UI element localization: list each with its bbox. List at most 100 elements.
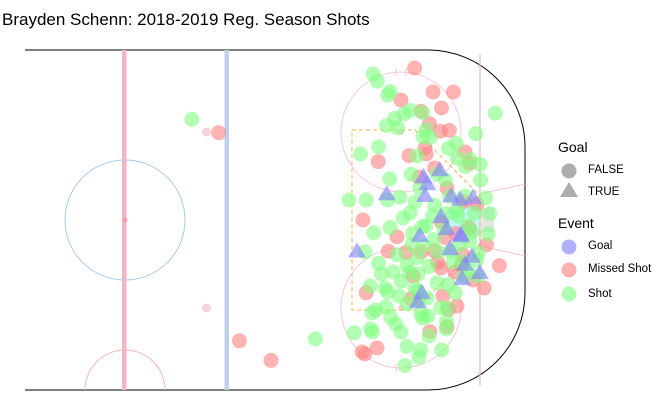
goal-point [470,263,489,280]
legend-title-goal: Goal [558,139,588,155]
goal-point [453,269,472,286]
shot-point [392,189,408,205]
goal-point [410,226,429,242]
missed-shot-point [491,258,507,274]
shot-point [364,324,380,340]
goal-point [452,227,470,243]
neutral-dot-top [202,127,211,137]
shot-point [409,250,425,266]
shot-point [385,264,401,280]
shot-point [415,129,431,145]
shot-point [389,247,405,263]
blue-line [224,50,229,390]
shot-point [402,102,418,118]
shot-point [411,349,427,365]
goal-point [437,219,456,236]
shot-point [362,278,378,294]
shot-point [358,192,374,208]
legend-key-false [561,163,577,179]
neutral-dot-bottom [202,303,211,313]
goal-point [450,190,469,206]
shot-point [487,105,503,121]
legend-label-true: TRUE [588,186,620,198]
shot-point [409,148,425,164]
neutral-faceoff-arc [84,349,166,391]
missed-shot-point [433,260,449,276]
shot-point [371,255,387,271]
shot-point [445,254,461,270]
shot-point [353,146,369,162]
shot-point [393,324,409,340]
missed-shot-point [263,352,279,368]
goal-point [377,185,396,201]
points-layer [184,60,507,374]
missed-shot-point [393,92,409,108]
missed-shot-point [355,212,371,228]
shot-point [390,120,406,136]
missed-shot-point [211,125,227,141]
goal-point [464,188,482,204]
shot-point [383,309,399,325]
goal-point [432,207,450,224]
shot-point [395,210,411,226]
center-circle [64,159,186,281]
goal-point [408,293,427,309]
shot-point [468,126,484,142]
legend-label-missed-shot: Missed Shot [588,263,652,275]
missed-shot-point [476,280,492,296]
shot-point [377,280,393,296]
missed-shot-point [370,154,386,170]
goal-point [416,186,434,202]
shot-point [430,244,446,260]
goal-point [462,247,481,263]
shot-point [371,139,387,155]
goal-point [441,239,460,256]
goal-point [456,255,474,271]
goal-point [414,167,433,184]
legend [560,163,578,302]
shot-point [397,358,413,374]
shot-point [449,150,465,166]
shot-point [426,232,442,248]
shot-point [379,118,395,134]
shot-point [382,220,398,236]
chart-title: Brayden Schenn: 2018-2019 Reg. Season Sh… [2,10,370,29]
goal-point [348,242,366,258]
shot-point [413,306,429,322]
missed-shot-point [441,122,457,138]
shot-point [478,190,494,206]
shot-point [440,277,456,293]
shot-point [439,300,455,316]
shot-point [462,152,478,168]
shot-point [460,218,476,234]
shot-point [391,288,407,304]
shot-point [480,226,496,242]
rink-boards [25,49,526,391]
shot-point [482,206,498,222]
missed-shot-point [357,346,373,362]
center-dot [122,217,128,223]
shot-point [401,264,417,280]
missed-shot-point [231,333,247,349]
shot-point [307,331,323,347]
shot-point [399,338,415,354]
shot-point [429,275,445,291]
missed-shot-point [369,340,385,356]
shot-point [364,305,380,321]
legend-key-true [560,182,578,197]
shot-point [439,313,455,329]
shot-point [346,325,362,341]
missed-shot-point [445,84,461,100]
shot-point [415,104,431,120]
shot-point [366,225,382,241]
shot-point [403,166,419,182]
shot-point [382,171,398,187]
missed-shot-point [425,84,441,100]
legend-label-shot: Shot [588,288,612,300]
missed-shot-point [435,288,451,304]
shot-point [382,84,398,100]
goal-point [430,161,449,177]
missed-shot-point [407,60,423,76]
legend-key-shot [561,286,577,302]
